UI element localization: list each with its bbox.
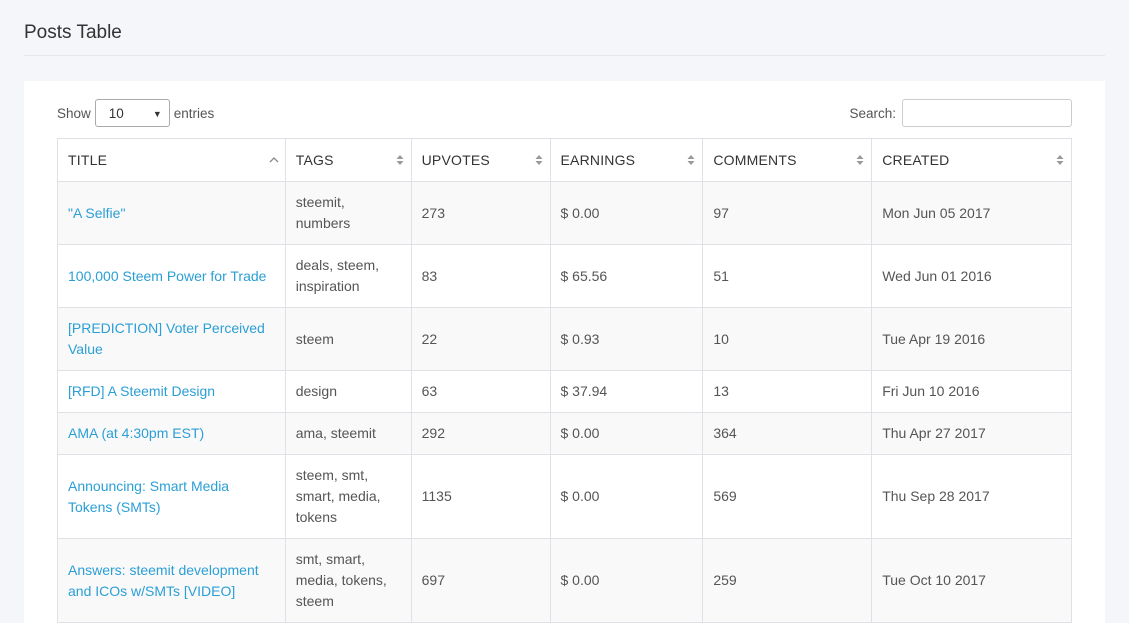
cell-earnings: $ 37.94 — [549, 370, 704, 413]
cell-comments: 259 — [702, 538, 873, 623]
column-header-label: UPVOTES — [421, 152, 490, 168]
cell-comments: 10 — [702, 307, 873, 371]
column-header-label: CREATED — [882, 152, 950, 168]
sort-both-icon — [534, 153, 544, 167]
cell-tags: ama, steemit — [284, 412, 412, 455]
cell-upvotes: 697 — [410, 538, 551, 623]
title-divider — [24, 55, 1105, 56]
posts-table: TITLE TAGS UPVOTES EARNINGS COMMENTS CREATED … — [57, 138, 1072, 623]
sort-both-icon — [686, 153, 696, 167]
cell-upvotes: 63 — [410, 370, 551, 413]
cell-earnings: $ 0.00 — [549, 412, 704, 455]
page-title: Posts Table — [24, 22, 122, 43]
column-header-label: TAGS — [295, 152, 334, 168]
search-label: Search: — [849, 105, 896, 121]
post-title-link[interactable]: [PREDICTION] Voter Perceived Value — [68, 320, 265, 357]
cell-created: Tue Oct 10 2017 — [871, 538, 1072, 623]
cell-earnings: $ 0.93 — [549, 307, 704, 371]
cell-title: Announcing: Smart Media Tokens (SMTs) — [57, 454, 286, 539]
search-control: Search: — [849, 99, 1072, 127]
post-title-link[interactable]: [RFD] A Steemit Design — [68, 383, 216, 399]
search-input[interactable] — [902, 99, 1072, 127]
cell-upvotes: 292 — [410, 412, 551, 455]
cell-title: AMA (at 4:30pm EST) — [57, 412, 286, 455]
cell-upvotes: 273 — [410, 181, 551, 245]
cell-earnings: $ 0.00 — [549, 181, 704, 245]
cell-tags: deals, steem, inspiration — [284, 244, 412, 308]
cell-created: Wed Jun 01 2016 — [871, 244, 1072, 308]
table-header-row: TITLE TAGS UPVOTES EARNINGS COMMENTS CREATED — [57, 138, 1072, 182]
cell-created: Fri Jun 10 2016 — [871, 370, 1072, 413]
sort-both-icon — [1055, 153, 1065, 167]
post-title-link[interactable]: Announcing: Smart Media Tokens (SMTs) — [68, 477, 230, 515]
table-body: "A Selfie" steemit, numbers 273 $ 0.00 97 Mon… — [57, 181, 1072, 623]
cell-created: Mon Jun 05 2017 — [871, 181, 1072, 245]
cell-tags: steem — [284, 307, 412, 371]
sort-both-icon — [395, 153, 405, 167]
page-length-select[interactable]: 10 ▼ — [94, 99, 170, 127]
table-row: AMA (at 4:30pm EST) ama, steemit 292 $ 0.00… — [57, 412, 1072, 455]
table-row: 100,000 Steem Power for Trade deals, stee… — [57, 244, 1072, 308]
column-header-comments[interactable]: COMMENTS — [702, 138, 873, 182]
cell-tags: smt, smart, media, tokens, steem — [284, 538, 412, 623]
post-title-link[interactable]: AMA (at 4:30pm EST) — [68, 425, 205, 441]
cell-upvotes: 1135 — [410, 454, 551, 539]
cell-comments: 364 — [702, 412, 873, 455]
cell-upvotes: 83 — [410, 244, 551, 308]
column-header-label: TITLE — [68, 152, 108, 168]
table-row: [PREDICTION] Voter Perceived Value steem 2… — [57, 307, 1072, 371]
cell-created: Thu Apr 27 2017 — [871, 412, 1072, 455]
column-header-label: EARNINGS — [560, 152, 636, 168]
column-header-title[interactable]: TITLE — [57, 138, 286, 182]
cell-title: "A Selfie" — [57, 181, 286, 245]
entries-label: entries — [173, 105, 215, 121]
cell-comments: 97 — [702, 181, 873, 245]
table-row: "A Selfie" steemit, numbers 273 $ 0.00 97 Mon… — [57, 181, 1072, 245]
cell-earnings: $ 0.00 — [549, 538, 704, 623]
page-length-control: Show 10 ▼ entries — [57, 99, 214, 127]
cell-created: Thu Sep 28 2017 — [871, 454, 1072, 539]
table-row: [RFD] A Steemit Design design 63 $ 37.94 13 F… — [57, 370, 1072, 413]
cell-title: Answers: steemit development and ICOs w/… — [57, 538, 286, 623]
caret-down-icon: ▼ — [152, 109, 162, 119]
cell-earnings: $ 65.56 — [549, 244, 704, 308]
page-length-value: 10 — [108, 105, 124, 121]
show-label: Show — [57, 105, 91, 121]
cell-earnings: $ 0.00 — [549, 454, 704, 539]
column-header-upvotes[interactable]: UPVOTES — [410, 138, 551, 182]
cell-title: 100,000 Steem Power for Trade — [57, 244, 286, 308]
cell-comments: 51 — [702, 244, 873, 308]
post-title-link[interactable]: Answers: steemit development and ICOs w/… — [68, 561, 259, 599]
column-header-earnings[interactable]: EARNINGS — [549, 138, 704, 182]
sort-asc-icon — [269, 153, 279, 167]
column-header-label: COMMENTS — [713, 152, 797, 168]
cell-comments: 13 — [702, 370, 873, 413]
cell-title: [RFD] A Steemit Design — [57, 370, 286, 413]
cell-tags: steemit, numbers — [284, 181, 412, 245]
post-title-link[interactable]: 100,000 Steem Power for Trade — [68, 267, 267, 284]
table-row: Answers: steemit development and ICOs w/… — [57, 538, 1072, 623]
cell-upvotes: 22 — [410, 307, 551, 371]
sort-both-icon — [855, 153, 865, 167]
cell-created: Tue Apr 19 2016 — [871, 307, 1072, 371]
cell-tags: design — [284, 370, 412, 413]
cell-title: [PREDICTION] Voter Perceived Value — [57, 307, 286, 371]
cell-tags: steem, smt, smart, media, tokens — [284, 454, 412, 539]
post-title-link[interactable]: "A Selfie" — [68, 204, 126, 221]
table-row: Announcing: Smart Media Tokens (SMTs) ste… — [57, 454, 1072, 539]
cell-comments: 569 — [702, 454, 873, 539]
column-header-tags[interactable]: TAGS — [284, 138, 412, 182]
column-header-created[interactable]: CREATED — [871, 138, 1072, 182]
